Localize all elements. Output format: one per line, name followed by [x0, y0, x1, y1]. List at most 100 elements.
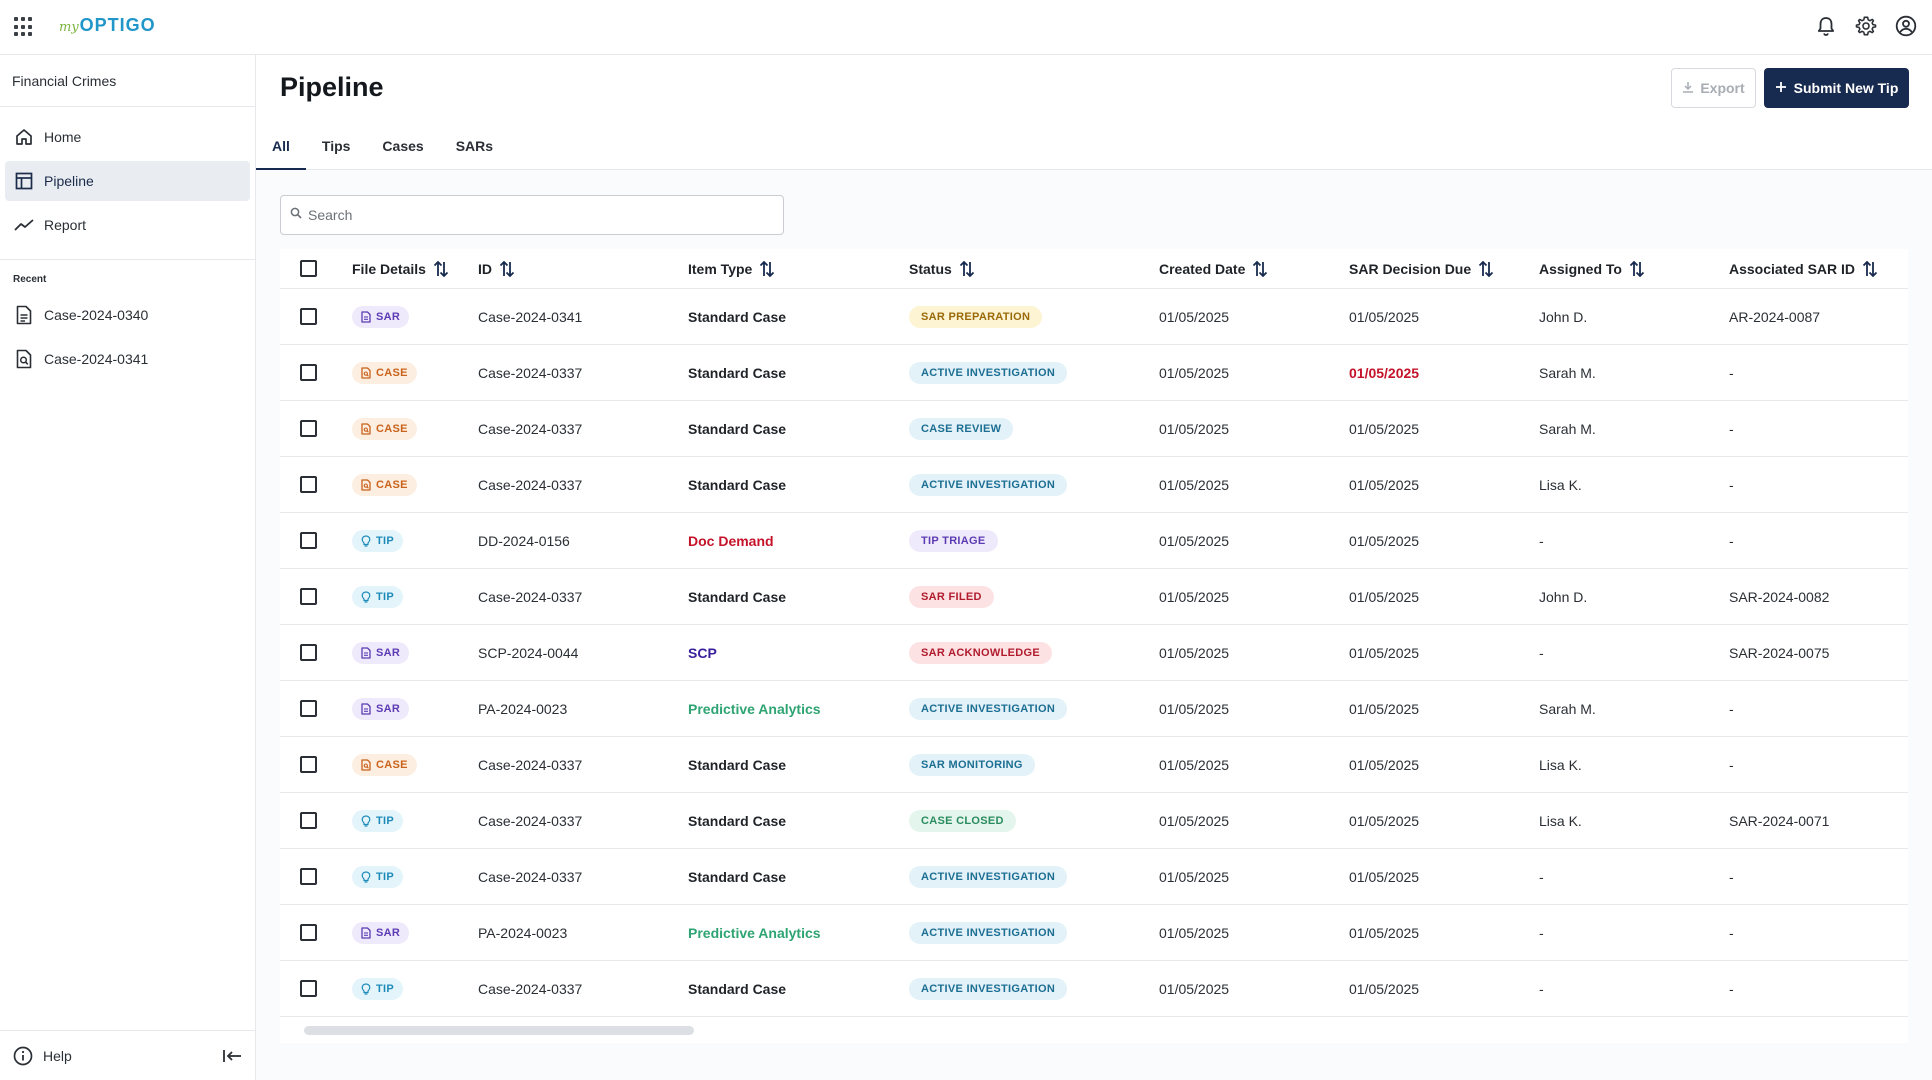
sort-icon[interactable]	[1252, 260, 1268, 278]
bell-icon[interactable]	[1814, 14, 1838, 38]
table-row[interactable]: TIP Case-2024-0337 Standard Case SAR FILED 0…	[280, 569, 1908, 625]
sar-decision-due: 01/05/2025	[1349, 420, 1420, 437]
row-checkbox[interactable]	[300, 476, 317, 493]
item-id[interactable]: Case-2024-0337	[478, 476, 583, 493]
item-type: Standard Case	[688, 756, 787, 773]
table-row[interactable]: CASE Case-2024-0337 Standard Case ACTIVE IN…	[280, 457, 1908, 513]
table-row[interactable]: CASE Case-2024-0337 Standard Case SAR MONIT…	[280, 737, 1908, 793]
item-id[interactable]: PA-2024-0023	[478, 924, 568, 941]
status-badge: ACTIVE INVESTIGATION	[909, 361, 1068, 384]
item-id[interactable]: Case-2024-0337	[478, 364, 583, 381]
table-row[interactable]: TIP Case-2024-0337 Standard Case ACTIVE INV…	[280, 849, 1908, 905]
assigned-to: John D.	[1539, 588, 1588, 605]
sort-icon[interactable]	[499, 260, 515, 278]
column-label: Item Type	[688, 260, 753, 277]
table-row[interactable]: TIP DD-2024-0156 Doc Demand TIP TRIAGE 01/05…	[280, 513, 1908, 569]
sidebar-item-report[interactable]: Report	[5, 205, 250, 245]
item-id[interactable]: Case-2024-0337	[478, 980, 583, 997]
row-checkbox[interactable]	[300, 532, 317, 549]
row-checkbox[interactable]	[300, 812, 317, 829]
sort-icon[interactable]	[1629, 260, 1645, 278]
horizontal-scrollbar[interactable]	[304, 1026, 694, 1035]
select-all-checkbox[interactable]	[300, 260, 317, 277]
item-id[interactable]: DD-2024-0156	[478, 532, 570, 549]
sidebar-item-pipeline[interactable]: Pipeline	[5, 161, 250, 201]
row-checkbox[interactable]	[300, 980, 317, 997]
submit-new-tip-button[interactable]: Submit New Tip	[1764, 68, 1909, 108]
created-date: 01/05/2025	[1159, 644, 1230, 661]
sidebar-footer: Help	[0, 1030, 255, 1080]
workspace-name[interactable]: Financial Crimes	[0, 55, 255, 107]
account-icon[interactable]	[1894, 14, 1918, 38]
item-id[interactable]: SCP-2024-0044	[478, 644, 579, 661]
assigned-to: -	[1539, 980, 1544, 997]
assigned-to: -	[1539, 924, 1544, 941]
item-id[interactable]: Case-2024-0337	[478, 756, 583, 773]
sort-icon[interactable]	[759, 260, 775, 278]
sidebar-item-home[interactable]: Home	[5, 117, 250, 157]
created-date: 01/05/2025	[1159, 308, 1230, 325]
table-row[interactable]: TIP Case-2024-0337 Standard Case ACTIVE INV…	[280, 961, 1908, 1017]
item-id[interactable]: Case-2024-0337	[478, 868, 583, 885]
tab-all[interactable]: All	[256, 133, 306, 170]
sort-icon[interactable]	[959, 260, 975, 278]
table-row[interactable]: CASE Case-2024-0337 Standard Case ACTIVE IN…	[280, 345, 1908, 401]
export-button[interactable]: Export	[1671, 68, 1756, 108]
search-input[interactable]	[308, 207, 768, 223]
tab-sars[interactable]: SARs	[455, 138, 494, 154]
row-checkbox[interactable]	[300, 756, 317, 773]
recent-item[interactable]: Case-2024-0341	[5, 337, 250, 381]
file-type-label: TIP	[376, 814, 395, 827]
document-search-icon	[361, 366, 371, 379]
sar-decision-due: 01/05/2025	[1349, 644, 1420, 661]
export-label: Export	[1700, 80, 1745, 96]
associated-sar-id: -	[1729, 868, 1734, 885]
sort-icon[interactable]	[433, 260, 449, 278]
recent-item[interactable]: Case-2024-0340	[5, 293, 250, 337]
row-checkbox[interactable]	[300, 588, 317, 605]
item-id[interactable]: Case-2024-0337	[478, 420, 583, 437]
sort-icon[interactable]	[1862, 260, 1878, 278]
table-row[interactable]: SAR PA-2024-0023 Predictive Analytics ACTIV…	[280, 681, 1908, 737]
item-id[interactable]: Case-2024-0337	[478, 812, 583, 829]
collapse-sidebar-icon[interactable]	[221, 1045, 243, 1067]
gear-icon[interactable]	[1854, 14, 1878, 38]
file-type-label: TIP	[376, 590, 395, 603]
row-checkbox[interactable]	[300, 364, 317, 381]
help-link[interactable]: Help	[43, 1047, 72, 1064]
column-header: Assigned To	[1539, 249, 1645, 288]
status-badge: CASE REVIEW	[909, 417, 1014, 440]
row-checkbox[interactable]	[300, 420, 317, 437]
item-id[interactable]: PA-2024-0023	[478, 700, 568, 717]
file-type-label: SAR	[376, 646, 401, 659]
table-row[interactable]: SAR PA-2024-0023 Predictive Analytics ACTIV…	[280, 905, 1908, 961]
item-type: Standard Case	[688, 364, 787, 381]
app-grid-icon[interactable]	[14, 17, 34, 37]
row-checkbox[interactable]	[300, 700, 317, 717]
table-row[interactable]: SAR SCP-2024-0044 SCP SAR ACKNOWLEDGE 01/05/…	[280, 625, 1908, 681]
table-row[interactable]: CASE Case-2024-0337 Standard Case CASE REVI…	[280, 401, 1908, 457]
item-id[interactable]: Case-2024-0341	[478, 308, 583, 325]
table-body: SAR Case-2024-0341 Standard Case SAR PREPAR…	[280, 289, 1908, 1017]
tab-cases[interactable]: Cases	[382, 138, 424, 154]
logo-name: OPTIGO	[79, 15, 156, 35]
row-checkbox[interactable]	[300, 308, 317, 325]
lightbulb-icon	[361, 982, 371, 995]
assigned-to: John D.	[1539, 308, 1588, 325]
file-type-label: CASE	[376, 758, 408, 771]
row-checkbox[interactable]	[300, 644, 317, 661]
table-row[interactable]: SAR Case-2024-0341 Standard Case SAR PREPAR…	[280, 289, 1908, 345]
item-id[interactable]: Case-2024-0337	[478, 588, 583, 605]
tab-tips[interactable]: Tips	[321, 138, 351, 154]
file-type-badge: CASE	[352, 417, 417, 440]
file-type-badge: SAR	[352, 305, 410, 328]
sort-icon[interactable]	[1478, 260, 1494, 278]
submit-label: Submit New Tip	[1793, 80, 1899, 96]
table-row[interactable]: TIP Case-2024-0337 Standard Case CASE CLOSE…	[280, 793, 1908, 849]
row-checkbox[interactable]	[300, 868, 317, 885]
row-checkbox[interactable]	[300, 924, 317, 941]
document-icon	[361, 310, 371, 323]
app-logo[interactable]: my OPTIGO	[59, 15, 156, 36]
column-label: File Details	[352, 260, 426, 277]
item-type: Standard Case	[688, 476, 787, 493]
